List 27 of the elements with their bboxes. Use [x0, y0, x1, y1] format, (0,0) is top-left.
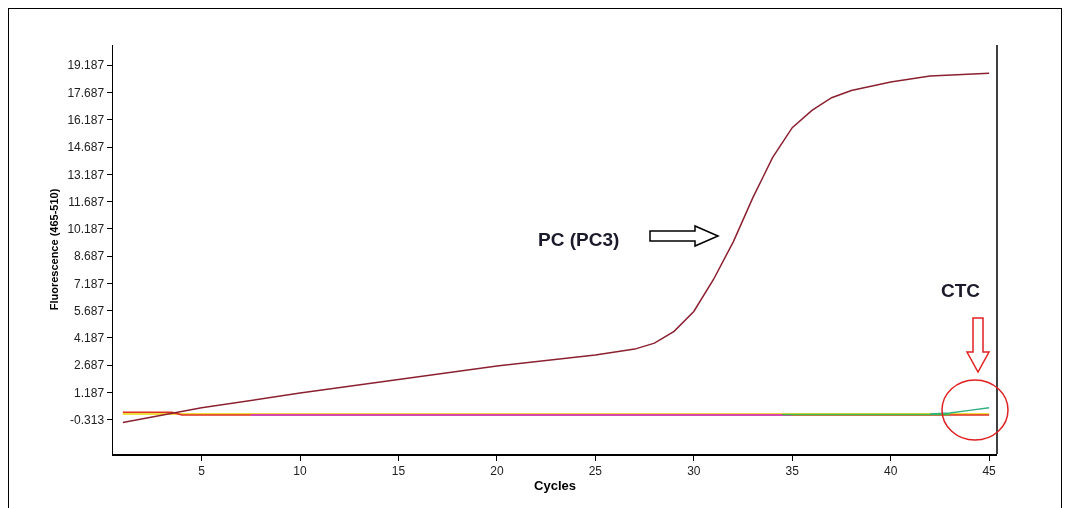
x-tick-label: 30: [687, 463, 701, 478]
annotation: CTC: [941, 280, 981, 301]
y-tick-label: -0.313: [70, 412, 105, 427]
x-tick-label: 5: [198, 463, 206, 478]
y-tick-label: 13.187: [67, 167, 105, 182]
y-tick-label: 19.187: [67, 58, 105, 73]
y-tick-label: 7.187: [74, 276, 105, 291]
y-tick-label: 14.687: [67, 140, 105, 155]
y-tick-label: 11.687: [68, 194, 105, 209]
y-tick-label: 2.687: [74, 358, 105, 373]
x-tick-label: 20: [490, 463, 504, 478]
x-tick-label: 35: [785, 463, 800, 478]
y-tick-label: 1.187: [74, 385, 105, 400]
y-tick-label: 17.687: [67, 85, 105, 100]
x-tick-label: 15: [391, 463, 406, 478]
y-tick-label: 5.687: [74, 303, 105, 318]
x-tick-label: 45: [982, 463, 997, 478]
y-tick-label: 16.187: [67, 112, 105, 127]
y-tick-label: 4.187: [74, 331, 105, 346]
annotation: PC (PC3): [538, 229, 620, 250]
y-tick-label: 10.187: [67, 222, 105, 237]
y-tick-label: 8.687: [74, 249, 105, 264]
x-tick-label: 40: [884, 463, 898, 478]
x-axis-title: Cycles: [534, 478, 576, 494]
x-tick-label: 25: [588, 463, 603, 478]
x-tick-label: 10: [293, 463, 308, 478]
y-axis-title: Fluorescence (465-510): [48, 188, 61, 311]
